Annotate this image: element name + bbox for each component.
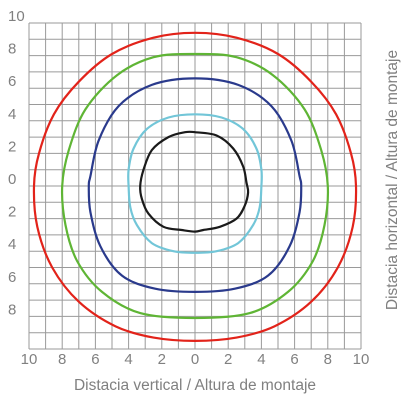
x-axis-label: Distacia vertical / Altura de montaje — [74, 377, 316, 394]
x-tick-labels: 10 8 6 4 2 0 2 4 6 8 10 — [21, 351, 370, 368]
x-tick-label: 8 — [58, 351, 66, 368]
isolux-curve-4 — [127, 113, 263, 254]
y-tick-label: 10 — [8, 8, 25, 25]
x-tick-label: 10 — [21, 351, 38, 368]
y-tick-label: 2 — [8, 138, 16, 155]
isolux-curve-1 — [32, 31, 358, 342]
y-tick-label: 0 — [8, 171, 16, 188]
x-tick-label: 6 — [290, 351, 298, 368]
x-tick-label: 4 — [257, 351, 265, 368]
y-tick-labels: 10 8 6 4 2 0 2 4 6 8 — [8, 8, 25, 318]
x-tick-label: 2 — [224, 351, 232, 368]
y-axis-label: Distacia horizontal / Altura de montaje — [384, 50, 401, 310]
y-tick-label: 2 — [8, 204, 16, 221]
isolux-curve-2 — [60, 52, 330, 320]
isolux-curve-3 — [87, 77, 303, 293]
y-tick-label: 6 — [8, 73, 16, 90]
x-tick-label: 0 — [191, 351, 199, 368]
y-tick-label: 4 — [8, 106, 16, 123]
isolux-curves — [32, 31, 358, 342]
y-tick-label: 4 — [8, 236, 16, 253]
y-tick-label: 6 — [8, 269, 16, 286]
x-tick-label: 4 — [124, 351, 132, 368]
y-tick-label: 8 — [8, 301, 16, 318]
isolux-curve-5 — [139, 130, 250, 233]
x-tick-label: 8 — [324, 351, 332, 368]
y-tick-label: 8 — [8, 41, 16, 58]
x-tick-label: 2 — [158, 351, 166, 368]
x-tick-label: 10 — [353, 351, 370, 368]
x-tick-label: 6 — [91, 351, 99, 368]
grid-lines — [28, 22, 362, 350]
